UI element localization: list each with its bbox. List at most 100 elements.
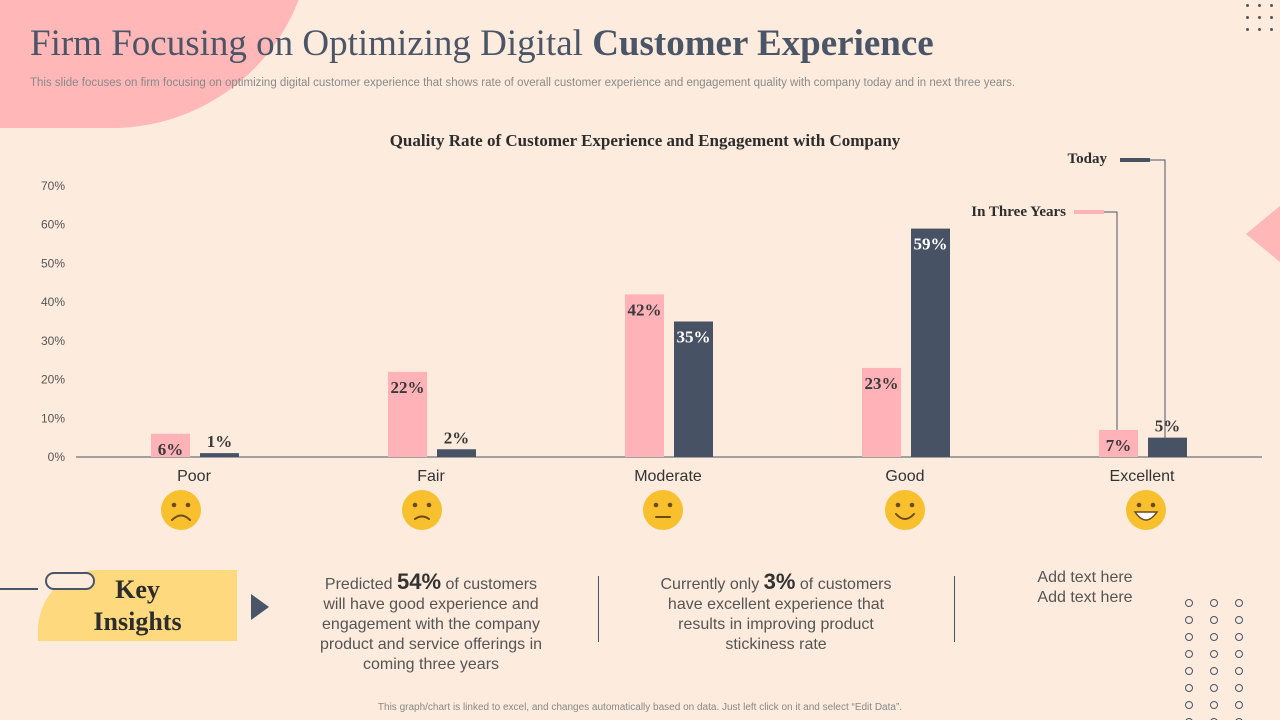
decor-dot [1235,667,1243,675]
y-tick-label: 60% [41,218,65,232]
bars-layer: 6% 1% 22% 2% 42% 35% 23% 59% 7% 5% [151,228,1187,459]
face-mouth [895,513,915,520]
face-eye [412,502,418,508]
decor-dot [1210,701,1218,709]
face-mouth [1133,511,1159,521]
y-tick-label: 20% [41,373,65,387]
face-circle [643,490,683,530]
decor-dots-top-right [1246,4,1276,44]
face-mouth [171,514,191,521]
data-label: 1% [207,432,233,451]
bar-future-good [862,367,901,457]
legend-label-future: In Three Years [971,204,1066,220]
decor-dot [1235,633,1243,641]
decor-dot [1235,599,1243,607]
decor-dot [1185,684,1193,692]
chart-title: Quality Rate of Customer Experience and … [390,131,901,150]
slide-subtitle: This slide focuses on firm focusing on o… [30,77,1016,89]
decor-dot [1185,616,1193,624]
key-insights-line2: Insights [93,607,182,636]
legend-label-today: Today [1068,151,1108,167]
bar-future-excellent [1099,429,1138,457]
decor-pink-triangle [1246,206,1280,262]
y-tick-label: 50% [41,256,65,270]
data-label: 23% [865,374,899,393]
decor-dot [1185,701,1193,709]
y-tick-label: 0% [48,450,66,464]
bar-today-excellent [1148,437,1187,457]
key-insights-connector-line [0,588,38,590]
data-label: 59% [914,235,948,254]
decor-dot [1235,701,1243,709]
decor-dot [1210,633,1218,641]
play-arrow-icon [251,594,269,620]
emoji-row [161,490,1166,530]
insight-1-post: of customers will have good experience a… [319,576,543,673]
decor-dot [1210,684,1218,692]
insight-3: Add text here Add text here [1000,568,1170,608]
title-light: Firm Focusing on Optimizing Digital [30,23,583,64]
x-tick-label: Fair [417,468,445,485]
face-eye [909,502,915,508]
insight-2-value: 3% [763,569,796,594]
data-label: 5% [1155,417,1181,436]
key-insights-pill [45,572,95,590]
data-label: 22% [391,378,425,397]
legend-leader-future [1104,211,1118,430]
insight-2-pre: Currently only [660,576,760,593]
happy-face-icon [885,490,925,530]
face-eye [426,502,432,508]
face-circle [885,490,925,530]
decor-dot [1210,599,1218,607]
key-insights-title: Key Insights [38,574,237,638]
decor-dot [1210,667,1218,675]
title-bold: Customer Experience [592,23,934,64]
face-circle [402,490,442,530]
y-tick-label: 40% [41,295,65,309]
decor-dot-grid [1184,598,1250,720]
key-insights-line1: Key [115,575,160,604]
data-label: 6% [158,440,184,459]
insight-2: Currently only 3% of customers have exce… [652,569,900,655]
x-tick-label: Poor [177,468,211,485]
x-tick-label: Moderate [634,468,702,485]
y-axis: 0% 10% 20% 30% 40% 50% 60% 70% [41,179,65,464]
data-label: 35% [677,328,711,347]
y-tick-label: 10% [41,411,65,425]
sad-face-icon [402,490,442,530]
x-axis-labels: Poor Fair Moderate Good Excellent [177,468,1175,485]
face-eye [185,502,191,508]
data-label: 7% [1106,436,1132,455]
legend-leader-today [1150,159,1166,438]
decor-dot [1185,633,1193,641]
bar-today-good [911,228,950,457]
insight-2-post: of customers have excellent experience t… [667,576,892,653]
data-label: 42% [628,300,662,319]
insight-separator-2 [954,576,955,642]
bar-today-poor [200,453,239,457]
decor-dot [1210,616,1218,624]
face-eye [1136,502,1142,508]
decor-dot [1185,650,1193,658]
decor-dot [1185,599,1193,607]
data-label: 2% [444,428,470,447]
footer-note: This graph/chart is linked to excel, and… [377,702,903,713]
very-happy-face-icon [1126,490,1166,530]
decor-dot [1235,616,1243,624]
y-tick-label: 30% [41,334,65,348]
face-eye [653,502,659,508]
bar-today-fair [437,449,476,457]
bar-future-moderate [625,294,664,457]
face-circle [161,490,201,530]
x-tick-label: Excellent [1110,468,1175,485]
insight-1-pre: Predicted [324,576,393,593]
face-eye [895,502,901,508]
neutral-face-icon [643,490,683,530]
face-eye [171,502,177,508]
decor-dot [1235,684,1243,692]
y-tick-label: 70% [41,179,65,193]
insight-3-line2: Add text here [1037,589,1133,606]
face-eye [667,502,673,508]
legend: Today In Three Years [971,151,1166,438]
